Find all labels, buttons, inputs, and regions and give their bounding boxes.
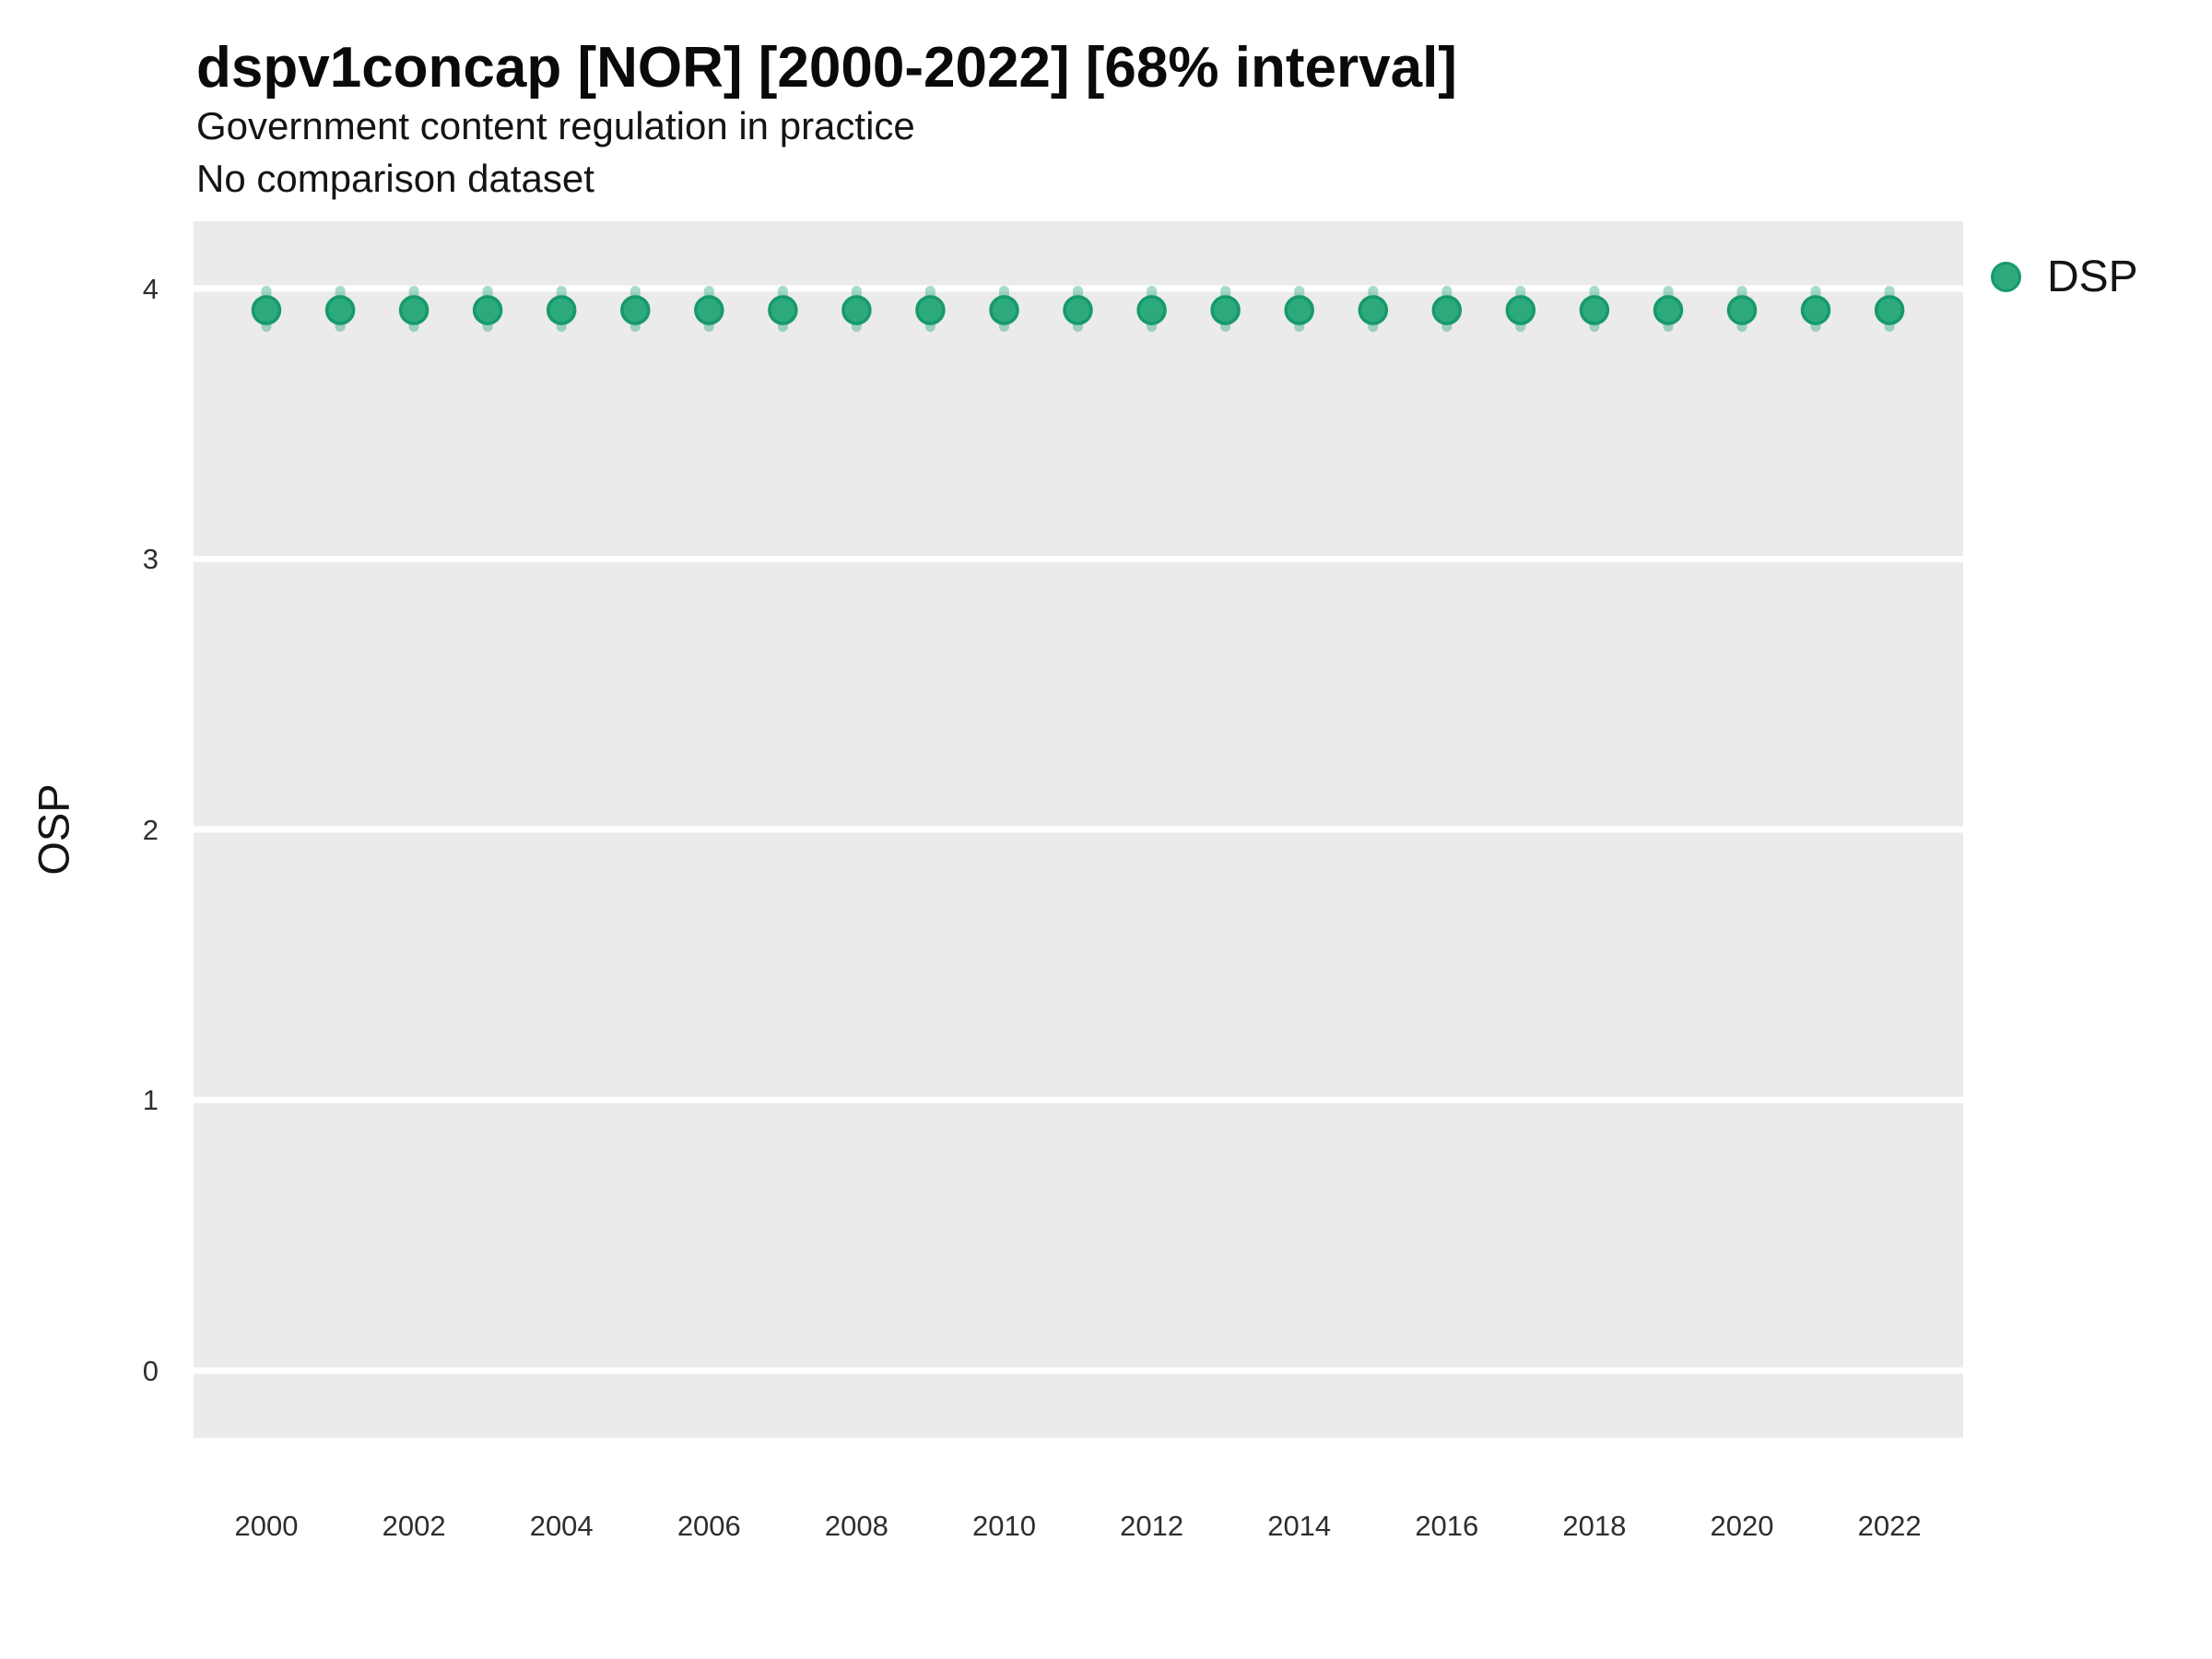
x-tick-label-2008: 2008 <box>824 1510 888 1542</box>
data-point-2007 <box>768 295 798 325</box>
x-tick-label-2022: 2022 <box>1857 1510 1922 1542</box>
y-tick-label-2: 2 <box>142 813 159 846</box>
data-point-2003 <box>472 295 503 325</box>
data-point-2012 <box>1136 295 1167 325</box>
data-point-2013 <box>1210 295 1241 325</box>
legend-point-marker-icon <box>1991 261 2021 292</box>
x-tick-label-2002: 2002 <box>382 1510 446 1542</box>
x-tick-label-2006: 2006 <box>677 1510 741 1542</box>
y-tick-label-0: 0 <box>142 1354 159 1387</box>
x-tick-label-2020: 2020 <box>1710 1510 1774 1542</box>
gridline <box>194 826 1963 833</box>
y-tick-label-4: 4 <box>142 272 159 305</box>
gridline <box>194 1367 1963 1374</box>
x-tick-label-2018: 2018 <box>1562 1510 1627 1542</box>
gridline <box>194 285 1963 292</box>
chart-title: dspv1concap [NOR] [2000-2022] [68% inter… <box>196 36 1457 100</box>
x-tick-label-2004: 2004 <box>529 1510 594 1542</box>
data-point-2016 <box>1431 295 1463 325</box>
x-tick-label-2010: 2010 <box>972 1510 1036 1542</box>
x-tick-label-2000: 2000 <box>234 1510 299 1542</box>
data-point-2001 <box>324 295 356 325</box>
data-point-2021 <box>1800 295 1831 325</box>
dataset-note: No comparison dataset <box>196 157 594 200</box>
data-point-2020 <box>1726 295 1758 325</box>
data-point-2008 <box>841 295 872 325</box>
plot-panel <box>194 221 1963 1438</box>
data-point-2022 <box>1874 295 1905 325</box>
data-point-2011 <box>1063 295 1093 325</box>
legend-label: DSP <box>2047 252 2138 301</box>
data-point-2019 <box>1653 295 1684 325</box>
x-tick-label-2012: 2012 <box>1120 1510 1184 1542</box>
y-tick-label-3: 3 <box>142 543 159 575</box>
data-point-2014 <box>1284 295 1314 325</box>
data-point-2009 <box>915 295 946 325</box>
plot-canvas <box>194 285 1963 1374</box>
data-point-2005 <box>620 295 651 325</box>
data-point-2006 <box>694 295 724 325</box>
data-point-2002 <box>398 295 429 325</box>
data-point-2010 <box>989 295 1019 325</box>
data-point-2004 <box>546 295 577 325</box>
x-tick-label-2016: 2016 <box>1415 1510 1479 1542</box>
data-point-2017 <box>1505 295 1536 325</box>
y-tick-label-1: 1 <box>142 1084 159 1116</box>
x-tick-label-2014: 2014 <box>1267 1510 1332 1542</box>
chart-subtitle: Government content regulation in practic… <box>196 104 915 147</box>
data-point-2015 <box>1358 295 1389 325</box>
legend: DSP <box>1991 251 2138 302</box>
data-point-2018 <box>1579 295 1610 325</box>
gridline <box>194 1097 1963 1103</box>
data-point-2000 <box>251 295 282 325</box>
gridline <box>194 556 1963 562</box>
